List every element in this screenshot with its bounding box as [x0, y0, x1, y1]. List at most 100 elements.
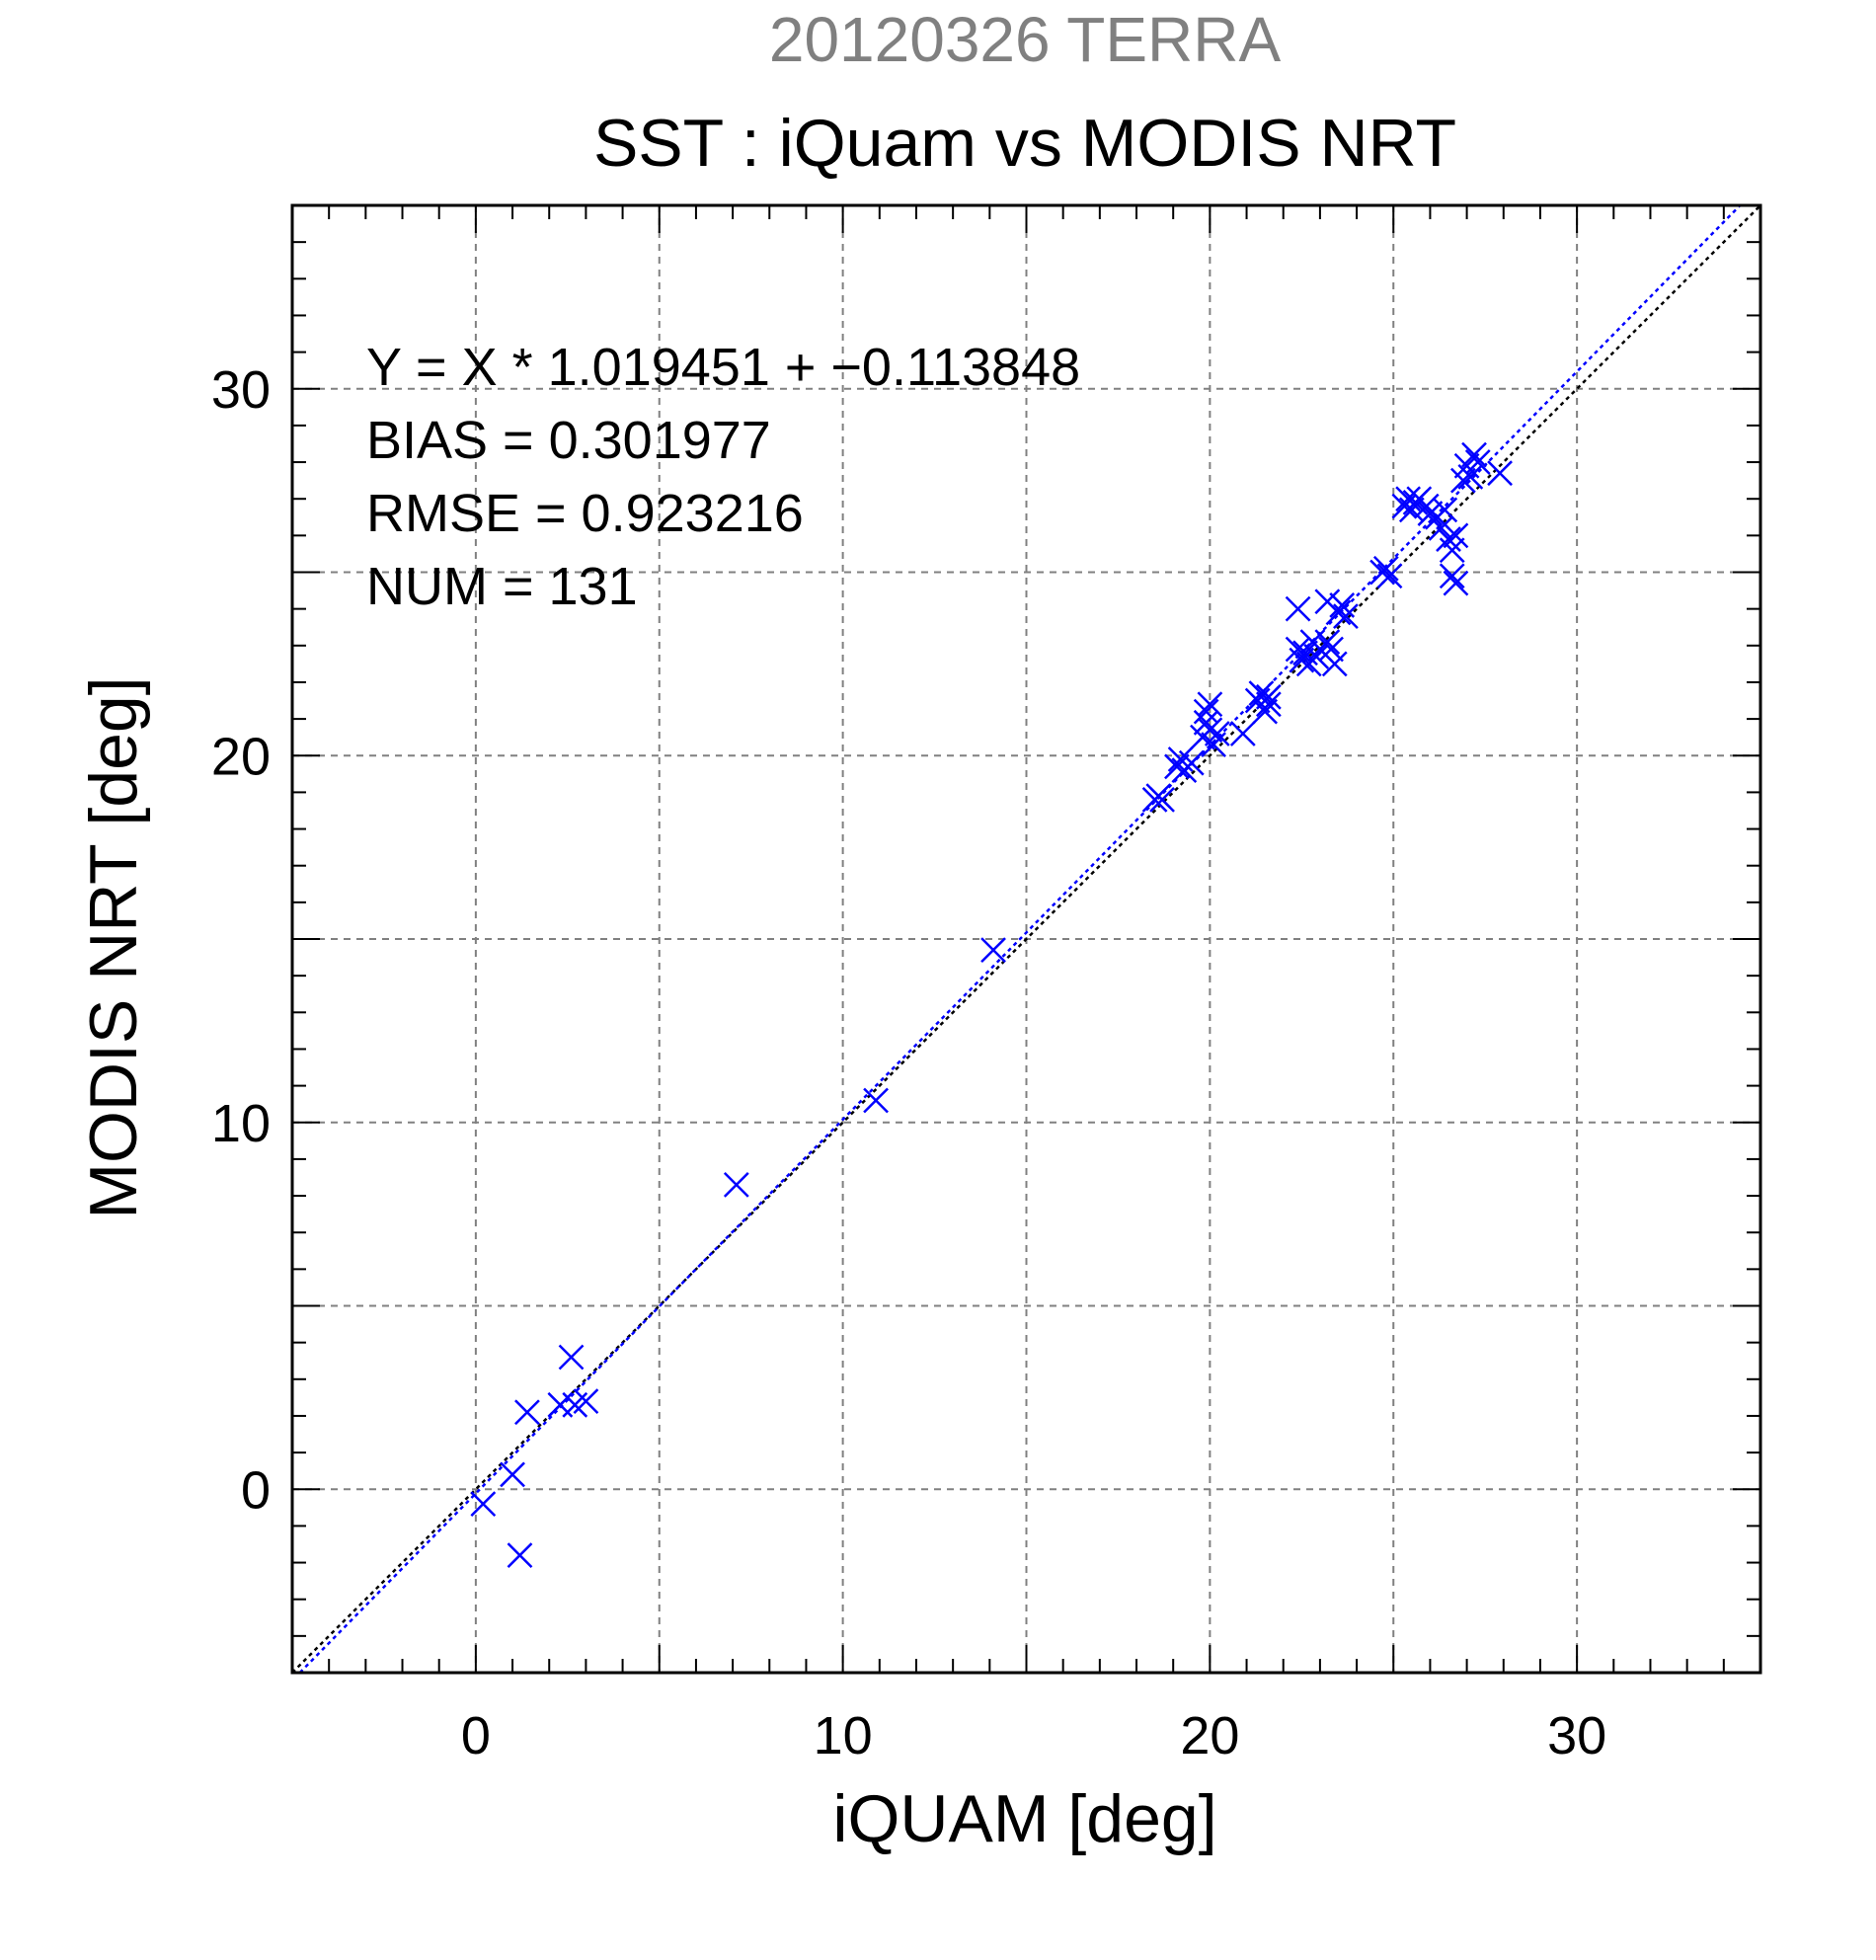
data-point	[1439, 563, 1465, 589]
data-point-stroke	[1432, 497, 1458, 523]
data-point	[1443, 522, 1469, 549]
data-point	[1255, 691, 1282, 718]
data-point-stroke	[470, 1491, 497, 1517]
data-point-stroke	[1436, 526, 1461, 552]
data-point	[1248, 680, 1275, 706]
data-point	[1252, 698, 1279, 725]
data-point	[1178, 749, 1205, 776]
data-point	[1285, 595, 1311, 622]
data-point	[1457, 464, 1484, 490]
data-point-stroke	[1303, 644, 1330, 669]
data-point	[470, 1491, 497, 1517]
data-point	[1443, 570, 1469, 596]
data-point-stroke	[863, 1087, 889, 1114]
data-point-stroke	[573, 1388, 599, 1414]
chart-title: SST : iQuam vs MODIS NRT	[593, 106, 1456, 181]
data-point-stroke	[1197, 691, 1223, 718]
data-point	[558, 1344, 585, 1371]
data-point	[1487, 460, 1513, 487]
data-point-stroke	[1329, 592, 1356, 618]
data-point-stroke	[1395, 486, 1422, 512]
fit-equation: Y = X * 1.019451 + −0.113848	[366, 338, 1080, 397]
y-axis-label: MODIS NRT [deg]	[76, 676, 151, 1218]
data-point	[863, 1087, 889, 1114]
data-point-stroke	[1372, 555, 1399, 582]
data-point	[1461, 441, 1487, 468]
data-point-stroke	[1252, 698, 1279, 725]
data-points	[470, 441, 1513, 1569]
data-point-stroke	[1321, 651, 1348, 677]
data-point	[507, 1542, 533, 1569]
data-point-stroke	[1149, 786, 1175, 813]
x-tick-label: 20	[1180, 1706, 1239, 1765]
axis-ticks	[292, 205, 1760, 1673]
data-point-stroke	[1376, 563, 1403, 589]
data-point	[1376, 563, 1403, 589]
data-point-stroke	[1318, 636, 1344, 663]
data-point-stroke	[1439, 537, 1465, 564]
data-point-stroke	[1204, 721, 1230, 746]
data-point-stroke	[1333, 603, 1359, 629]
data-point-stroke	[980, 937, 1006, 964]
data-point	[547, 1391, 574, 1418]
data-point	[1149, 786, 1175, 813]
data-point	[1303, 644, 1330, 669]
rmse-value: RMSE = 0.923216	[366, 484, 804, 543]
grid-lines	[292, 205, 1760, 1673]
data-point-stroke	[1285, 595, 1311, 622]
data-point	[500, 1461, 525, 1488]
data-point	[723, 1172, 749, 1198]
data-point	[980, 937, 1006, 964]
data-point-stroke	[558, 1344, 585, 1371]
data-point	[1318, 636, 1344, 663]
data-point	[1204, 721, 1230, 746]
data-point	[1164, 753, 1190, 780]
data-point-stroke	[1428, 515, 1454, 541]
data-point-stroke	[1461, 441, 1487, 468]
data-point	[1255, 683, 1282, 710]
data-point-stroke	[1449, 467, 1476, 494]
data-point-stroke	[723, 1172, 749, 1198]
data-point-stroke	[1197, 717, 1223, 744]
data-point	[1289, 647, 1315, 673]
data-point-stroke	[1255, 683, 1282, 710]
data-point-stroke	[1178, 749, 1205, 776]
data-point-stroke	[1289, 647, 1315, 673]
data-point-stroke	[507, 1542, 533, 1569]
data-point-stroke	[1487, 460, 1513, 487]
data-point	[1439, 537, 1465, 564]
data-point	[1464, 449, 1491, 475]
bias-value: BIAS = 0.301977	[366, 411, 771, 470]
data-point	[514, 1399, 540, 1426]
data-point	[1193, 698, 1219, 725]
y-tick-label: 0	[241, 1460, 271, 1520]
data-point	[1197, 717, 1223, 744]
data-point-stroke	[1255, 691, 1282, 718]
data-point-stroke	[500, 1461, 525, 1488]
y-tick-label: 30	[211, 360, 271, 420]
data-point-stroke	[1443, 522, 1469, 549]
data-point	[1229, 721, 1256, 746]
x-tick-label: 0	[461, 1706, 491, 1765]
data-point-stroke	[1325, 599, 1352, 626]
num-value: NUM = 131	[366, 557, 638, 616]
y-tick-label: 10	[211, 1094, 271, 1153]
y-tick-label: 20	[211, 727, 271, 786]
data-point	[1321, 651, 1348, 677]
fit-line	[298, 204, 1742, 1674]
data-point-stroke	[1292, 640, 1318, 666]
x-tick-label: 30	[1547, 1706, 1606, 1765]
chart-subtitle: 20120326 TERRA	[769, 4, 1282, 75]
data-point-stroke	[1314, 629, 1341, 655]
data-point	[573, 1388, 599, 1414]
data-point-stroke	[1417, 501, 1444, 526]
data-point	[1197, 691, 1223, 718]
data-point-stroke	[1439, 563, 1465, 589]
data-point	[1314, 629, 1341, 655]
data-point-stroke	[1464, 449, 1491, 475]
data-point-stroke	[1443, 570, 1469, 596]
data-point	[1449, 467, 1476, 494]
x-tick-label: 10	[814, 1706, 873, 1765]
data-point-stroke	[1457, 464, 1484, 490]
